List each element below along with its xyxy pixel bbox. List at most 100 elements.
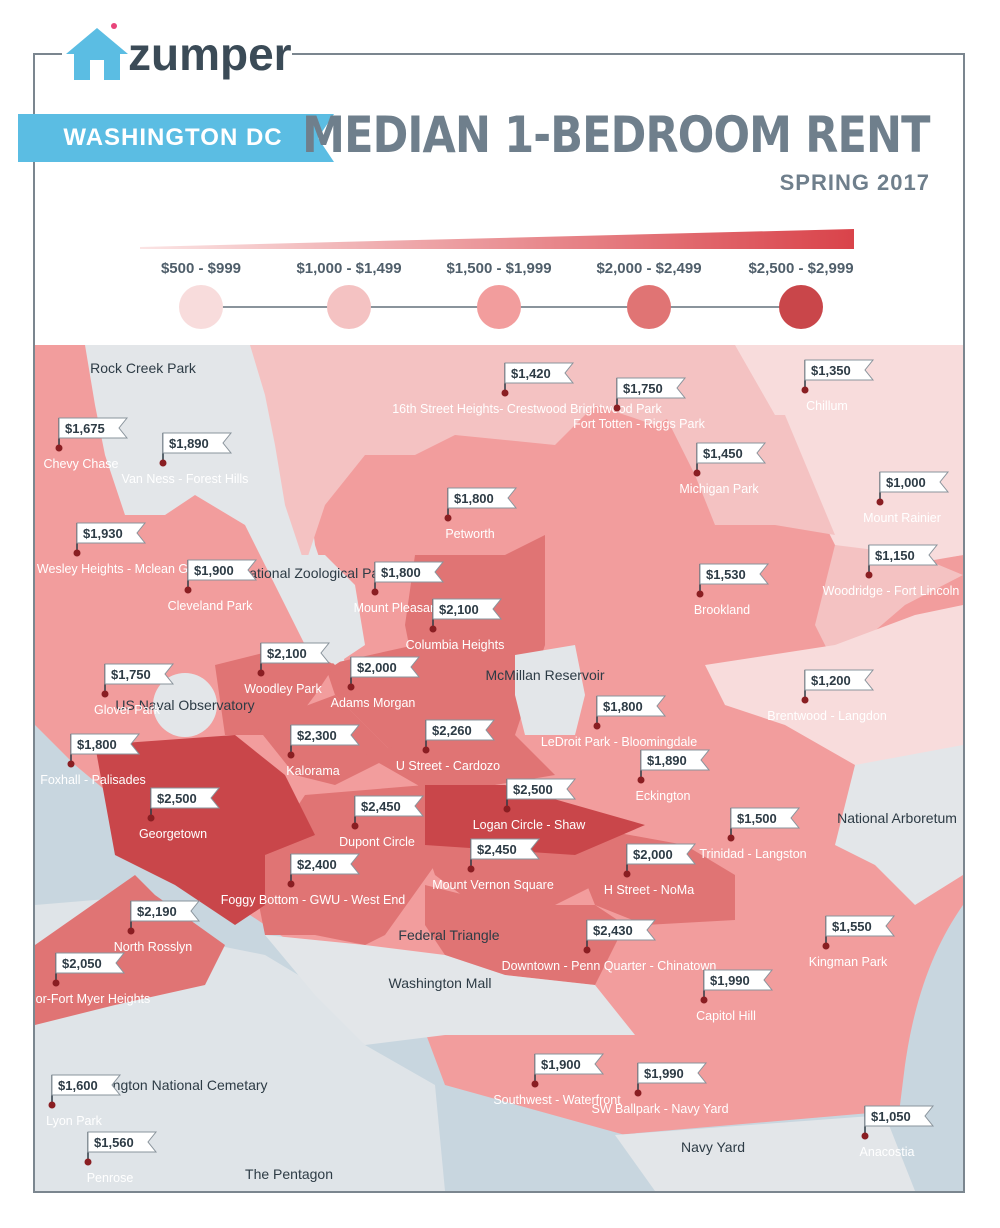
nb-woodridge [815, 545, 963, 665]
pin-h-street-noma: $2,000 H Street - NoMa [604, 843, 697, 897]
pin-price: $2,050 [62, 956, 102, 971]
pin-price: $2,190 [137, 904, 177, 919]
pin-price: $1,930 [83, 526, 123, 541]
legend-swatches [179, 285, 823, 329]
pin-price: $1,450 [703, 446, 743, 461]
legend-gradient-bar [140, 229, 854, 249]
neighborhood-name: Chillum [806, 399, 848, 413]
pin-woodridge-fort-lincoln: $1,150 Woodridge - Fort Lincoln [823, 544, 960, 598]
nb-mount-vernon [425, 845, 595, 905]
pin-price: $2,260 [432, 723, 472, 738]
neighborhood-name: Brentwood - Langdon [767, 709, 887, 723]
pin-radnor-fort-myer-heights: $2,050 Radnor-Fort Myer Heights [35, 952, 150, 1006]
pin-price: $1,600 [58, 1078, 98, 1093]
city-ribbon [18, 114, 334, 162]
pin-price: $1,350 [811, 363, 851, 378]
page-subtitle: SPRING 2017 [779, 170, 930, 195]
legend-swatch-tier2 [327, 285, 371, 329]
pin-lyon-park: $1,600 Lyon Park [46, 1074, 122, 1128]
pin-price: $2,400 [297, 857, 337, 872]
landmark-pentagon: The Pentagon [245, 1166, 333, 1182]
pin-price: $1,890 [169, 436, 209, 451]
neighborhood-name: LeDroit Park - Bloomingdale [541, 735, 697, 749]
pin-chevy-chase: $1,675 Chevy Chase [43, 417, 129, 471]
pin-dupont-circle: $2,450 Dupont Circle [339, 795, 425, 849]
page-title: MEDIAN 1-BEDROOM RENT [302, 106, 931, 164]
landmark-federal-triangle: Federal Triangle [398, 927, 499, 943]
pin-downtown-penn-quarter-chinatown: $2,430 Downtown - Penn Quarter - Chinatow… [502, 919, 717, 973]
pin-glover-park: $1,750 Glover Park [94, 663, 175, 717]
neighborhood-name: Woodridge - Fort Lincoln [823, 584, 960, 598]
pin-southwest-waterfront: $1,900 Southwest - Waterfront [493, 1053, 621, 1107]
pin-price: $1,675 [65, 421, 105, 436]
pin-sw-ballpark-navy-yard: $1,990 SW Ballpark - Navy Yard [591, 1062, 729, 1116]
pin-foggy-bottom-gwu-west-end: $2,400 Foggy Bottom - GWU - West End [221, 853, 405, 907]
pin-price: $1,990 [710, 973, 750, 988]
neighborhood-name: Mount Rainier [863, 511, 941, 525]
pin-north-rosslyn: $2,190 North Rosslyn [114, 900, 201, 954]
neighborhood-name: H Street - NoMa [604, 883, 694, 897]
pin-price: $2,100 [267, 646, 307, 661]
landmark-washington-mall: Washington Mall [389, 975, 492, 991]
neighborhood-name: Mount Pleasant [354, 601, 441, 615]
national-zoo [275, 555, 365, 665]
pin-price: $1,900 [194, 563, 234, 578]
neighborhood-name: North Rosslyn [114, 940, 193, 954]
neighborhood-name: SW Ballpark - Navy Yard [591, 1102, 728, 1116]
neighborhood-name: Capitol Hill [696, 1009, 756, 1023]
neighborhood-name: Michigan Park [679, 482, 759, 496]
neighborhood-name: Kalorama [286, 764, 340, 778]
pin-price: $1,800 [454, 491, 494, 506]
pin-price: $2,000 [357, 660, 397, 675]
neighborhood-name: Anacostia [860, 1145, 915, 1159]
national-arboretum [835, 745, 963, 905]
landmark-naval-observatory: US Naval Observatory [115, 697, 254, 713]
pin-price: $2,100 [439, 602, 479, 617]
brand-name: zumper [128, 28, 292, 80]
nb-georgetown [95, 735, 315, 925]
neighborhood-name: Eckington [636, 789, 691, 803]
anacostia-river [895, 905, 963, 1145]
nb-downtown [425, 885, 625, 985]
neighborhood-name: Southwest - Waterfront [493, 1093, 621, 1107]
washington-mall [265, 935, 635, 1045]
pin-price: $1,890 [647, 753, 687, 768]
pin-price: $2,300 [297, 728, 337, 743]
pin-michigan-park: $1,450 Michigan Park [679, 442, 767, 496]
legend-swatch-tier1 [179, 285, 223, 329]
house-icon [66, 23, 128, 80]
legend-label-tier2: $1,000 - $1,499 [296, 260, 402, 277]
pin-price: $1,000 [886, 475, 926, 490]
landmark-rock-creek-park: Rock Creek Park [90, 360, 197, 376]
neighborhood-name: U Street - Cardozo [396, 759, 500, 773]
pin-price: $2,500 [157, 791, 197, 806]
pin-price: $1,900 [541, 1057, 581, 1072]
city-label: WASHINGTON DC [63, 124, 283, 151]
pin-price: $2,000 [633, 847, 673, 862]
pin-price: $1,150 [875, 548, 915, 563]
pin-georgetown: $2,500 Georgetown [139, 787, 221, 841]
nb-columbia-heights [405, 535, 545, 735]
neighborhood-name: Columbia Heights [406, 638, 505, 652]
pin-cleveland-park: $1,900 Cleveland Park [168, 559, 258, 613]
navy-yard-area [615, 1115, 915, 1191]
pin-price: $2,450 [361, 799, 401, 814]
nb-brentwood [705, 605, 963, 795]
neighborhood-name: Fort Totten - Riggs Park [573, 417, 706, 431]
naval-observatory [153, 673, 217, 737]
pin-price: $1,550 [832, 919, 872, 934]
neighborhood-name: Adams Morgan [331, 696, 416, 710]
neighborhood-name: Downtown - Penn Quarter - Chinatown [502, 959, 717, 973]
nb-woodley-park [215, 645, 335, 735]
legend-swatch-tier3 [477, 285, 521, 329]
pin-cathedral-wesley-heights-mclean-gardens: $1,930 Cathedral - Wesley Heights - Mclea… [35, 522, 226, 576]
pin-price: $2,430 [593, 923, 633, 938]
neighborhood-name: Cleveland Park [168, 599, 254, 613]
pin-price: $1,990 [644, 1066, 684, 1081]
neighborhood-name: Trinidad - Langston [699, 847, 806, 861]
pin-16th-street-heights-crestwood-brightwood-park: $1,420 16th Street Heights- Crestwood Bri… [392, 362, 663, 416]
pin-price: $1,500 [737, 811, 777, 826]
neighborhood-name: Cathedral - Wesley Heights - Mclean Gard… [35, 562, 226, 576]
brand-logo [62, 22, 292, 86]
pin-mount-pleasant: $1,800 Mount Pleasant [354, 561, 445, 615]
